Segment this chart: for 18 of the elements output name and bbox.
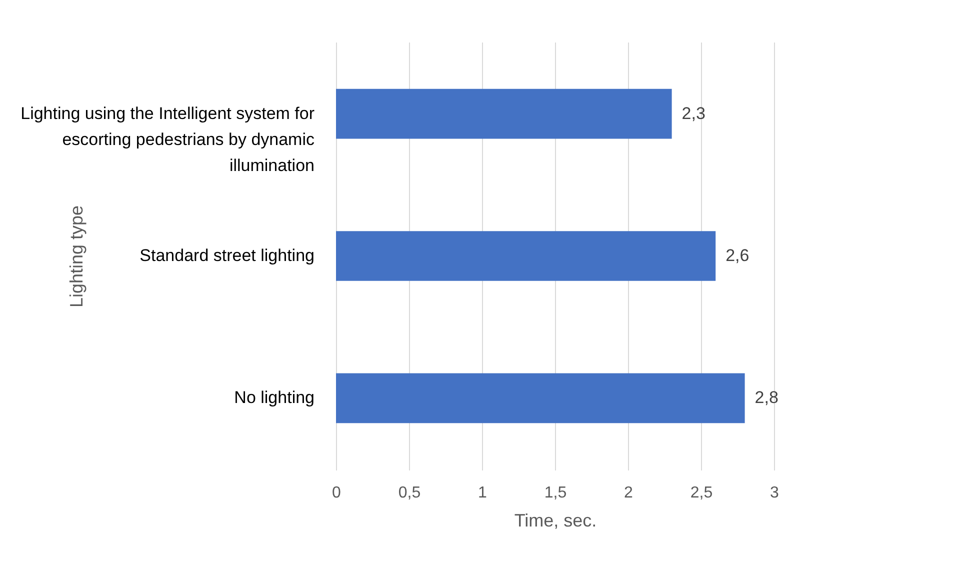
y-tick-label: Standard street lighting [140, 246, 314, 265]
x-tick-label: 1 [478, 484, 488, 502]
x-tick-label: 3 [770, 484, 780, 502]
x-tick-label: 2 [624, 484, 634, 502]
y-axis-title: Lighting type [66, 205, 86, 308]
x-tick-label: 2,5 [690, 484, 713, 502]
bar [336, 88, 672, 139]
y-tick-label: Lighting using the Intelligent system for escorting pedestrians by dynamic illumination [20, 104, 315, 175]
bar [336, 373, 745, 424]
data-label: 2,8 [754, 388, 778, 408]
x-axis-title: Time, sec. [514, 510, 597, 530]
bar [336, 231, 716, 281]
x-tick-label: 0,5 [398, 484, 421, 502]
y-tick-label: No lighting [234, 388, 314, 408]
data-label: 2,3 [682, 104, 706, 123]
x-tick-label: 0 [332, 484, 342, 502]
data-label: 2,6 [726, 246, 750, 265]
x-tick-label: 1,5 [544, 484, 567, 502]
